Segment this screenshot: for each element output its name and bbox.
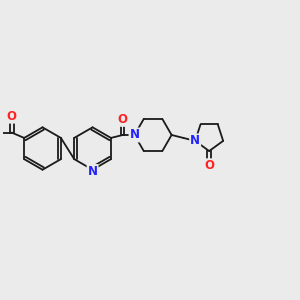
Text: N: N <box>190 134 200 147</box>
Text: O: O <box>118 113 128 126</box>
Text: N: N <box>88 165 98 178</box>
Text: O: O <box>204 159 214 172</box>
Text: O: O <box>7 110 17 123</box>
Text: N: N <box>130 128 140 142</box>
